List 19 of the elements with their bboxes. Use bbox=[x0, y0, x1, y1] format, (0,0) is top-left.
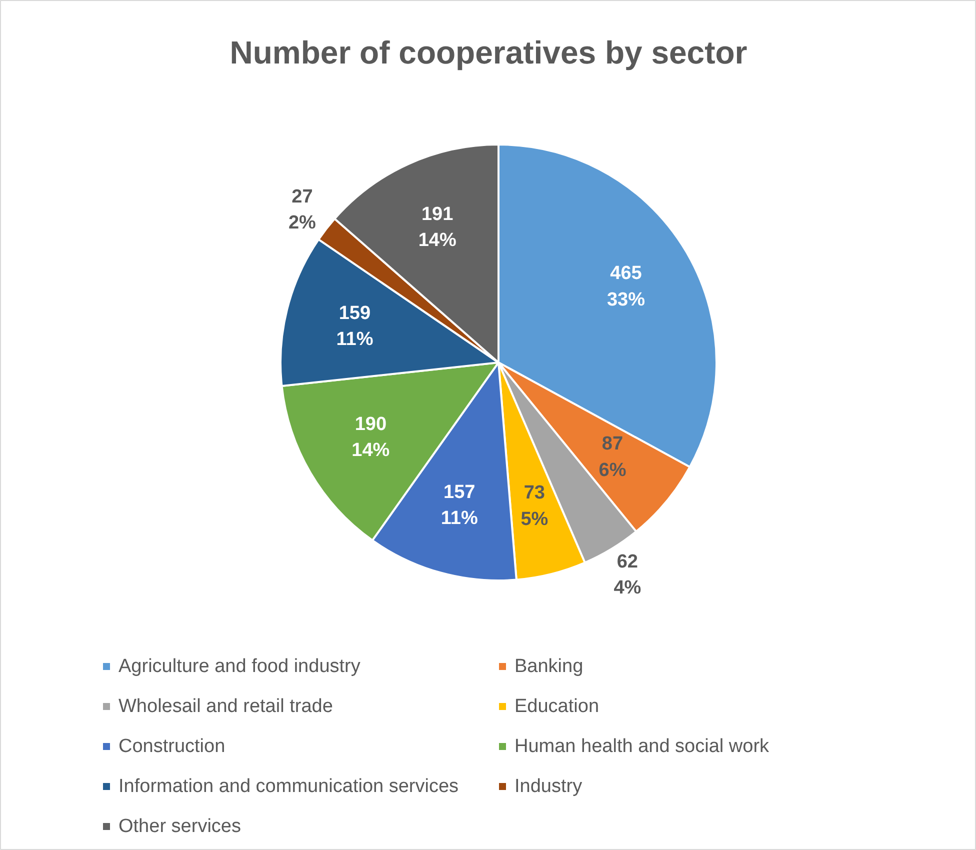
legend-label: Construction bbox=[118, 736, 226, 757]
data-label: 157 11% bbox=[440, 482, 478, 530]
legend-label: Education bbox=[514, 696, 600, 717]
data-label: 191 14% bbox=[418, 204, 456, 252]
data-label: 190 14% bbox=[352, 414, 390, 462]
data-label: 465 33% bbox=[606, 263, 646, 310]
legend-label: Human health and social work bbox=[514, 736, 770, 757]
chart-title: Number of cooperatives by sector bbox=[230, 34, 748, 70]
legend-label: Other services bbox=[118, 816, 241, 837]
data-label: 73 5% bbox=[520, 482, 548, 530]
legend-label: Industry bbox=[514, 776, 583, 797]
legend-label: Information and communication services bbox=[118, 776, 459, 797]
legend-label: Agriculture and food industry bbox=[118, 656, 361, 677]
legend-label: Wholesail and retail trade bbox=[118, 696, 333, 717]
legend-label: Banking bbox=[514, 656, 584, 677]
data-label: 159 11% bbox=[336, 302, 374, 350]
data-label: 27 2% bbox=[288, 186, 316, 234]
data-label: 87 6% bbox=[598, 434, 626, 481]
data-label: 62 4% bbox=[614, 551, 642, 599]
